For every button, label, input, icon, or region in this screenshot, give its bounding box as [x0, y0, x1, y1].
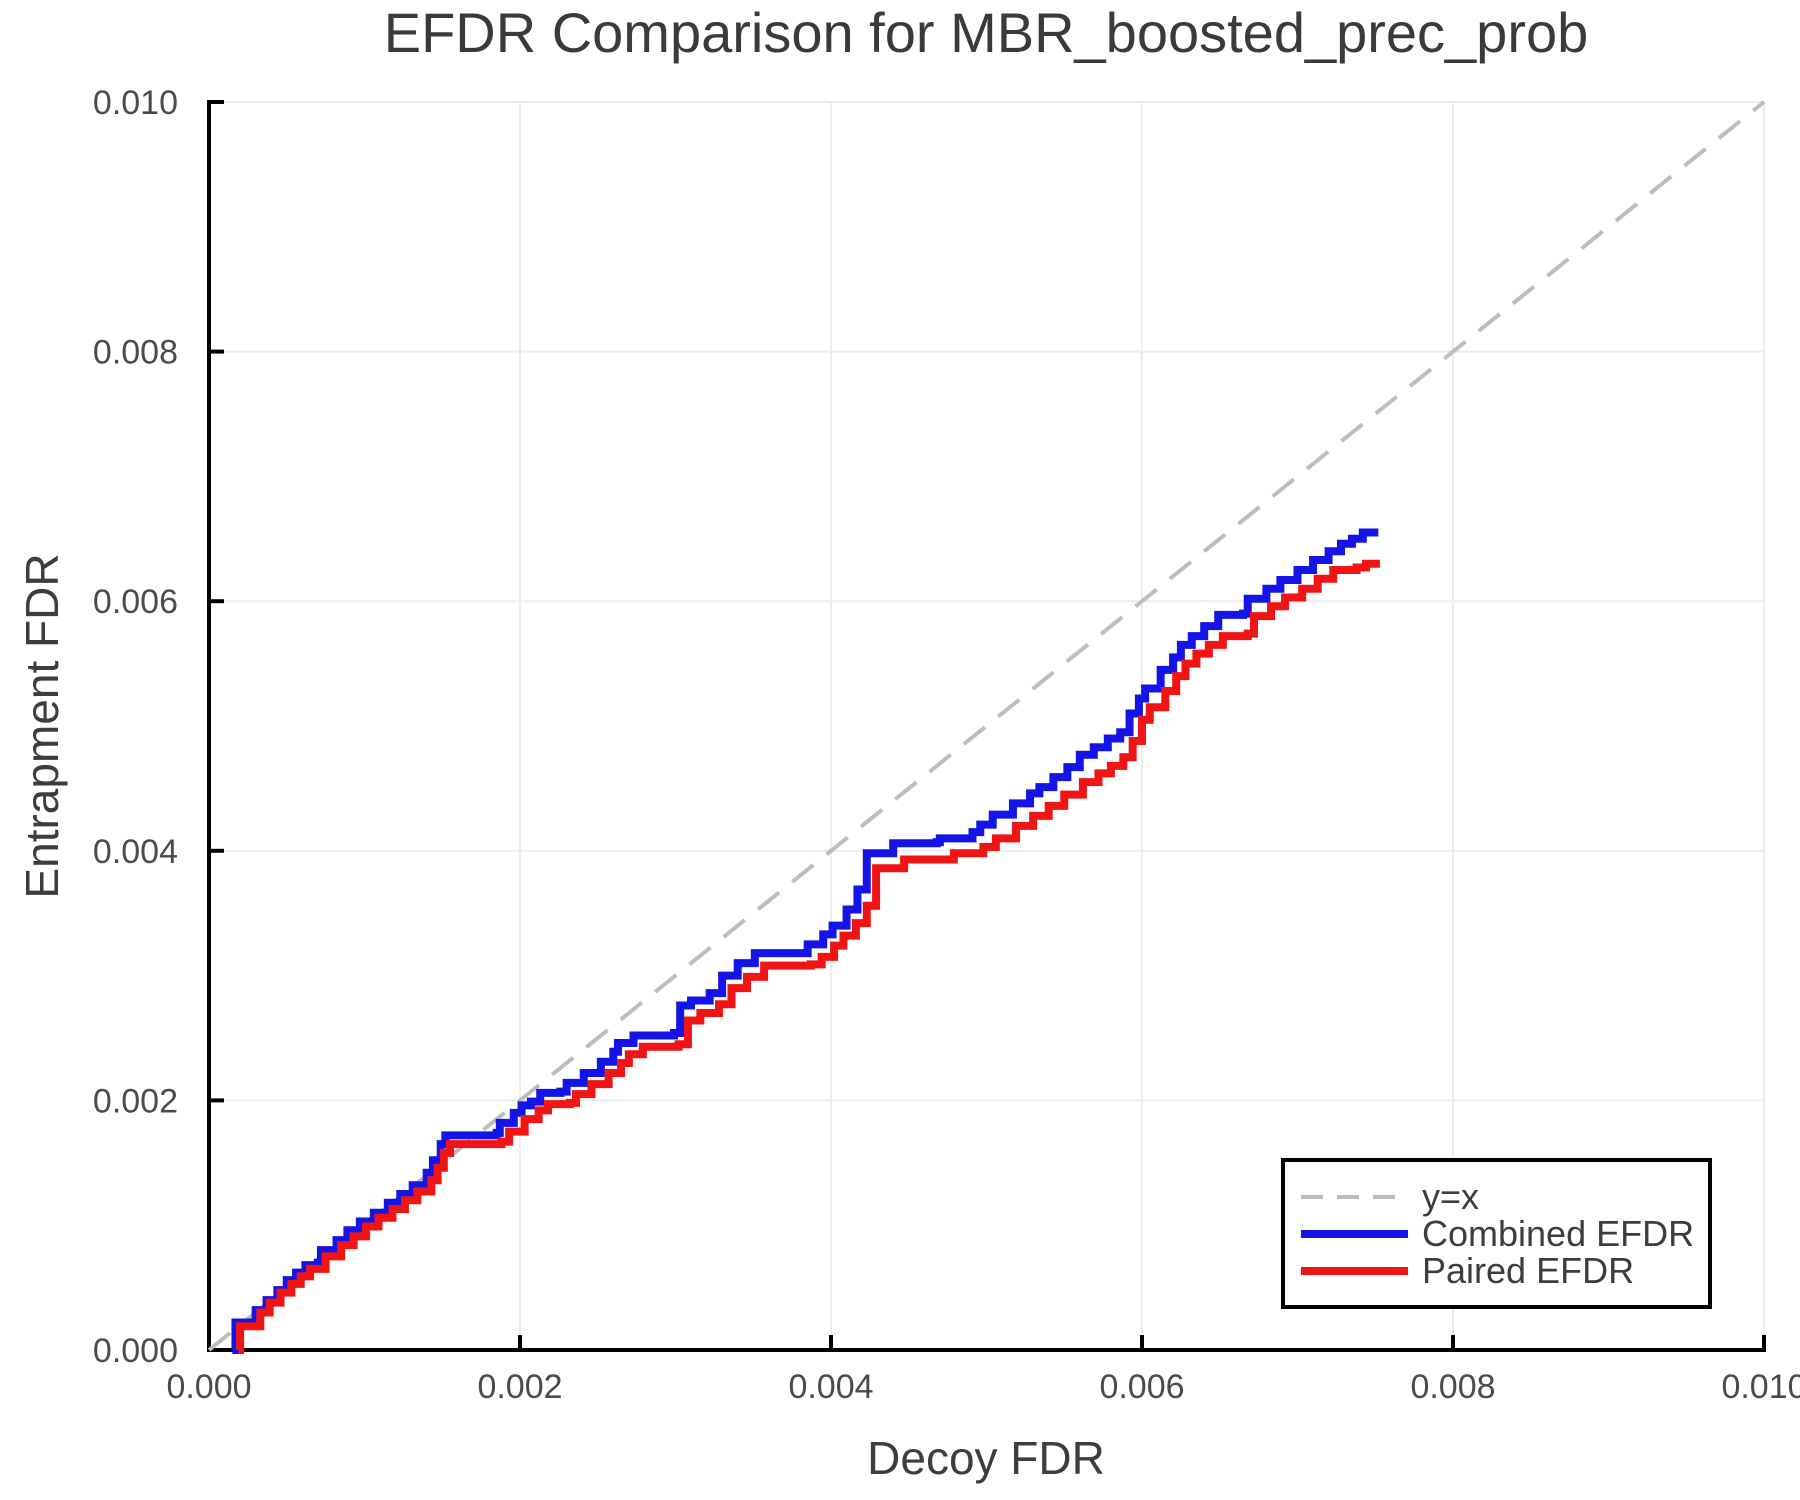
x-tick-label: 0.006: [1099, 1368, 1184, 1406]
paired-efdr-line: [236, 559, 1380, 1354]
y-tick-label: 0.008: [93, 334, 178, 372]
x-tick-labels: 0.000 0.002 0.004 0.006 0.008 0.010: [166, 1368, 1800, 1406]
x-tick-label: 0.000: [166, 1368, 251, 1406]
chart-title: EFDR Comparison for MBR_boosted_prec_pro…: [384, 1, 1589, 64]
legend-label-combined: Combined EFDR: [1422, 1213, 1694, 1254]
y-tick-label: 0.010: [93, 84, 178, 122]
y-tick-label: 0.006: [93, 583, 178, 621]
combined-efdr-line: [231, 528, 1379, 1354]
x-tick-label: 0.008: [1410, 1368, 1495, 1406]
x-tick-label: 0.004: [788, 1368, 873, 1406]
y-axis-title: Entrapment FDR: [16, 553, 68, 898]
series-lines: [207, 100, 1766, 1354]
y-tick-label: 0.000: [93, 1332, 178, 1370]
legend: y=x Combined EFDR Paired EFDR: [1281, 1158, 1712, 1309]
legend-label-identity: y=x: [1422, 1176, 1479, 1217]
y-tick-label: 0.004: [93, 833, 178, 871]
y-tick-labels: 0.000 0.002 0.004 0.006 0.008 0.010: [93, 84, 178, 1370]
x-axis-title: Decoy FDR: [867, 1432, 1105, 1484]
legend-label-paired: Paired EFDR: [1422, 1250, 1634, 1291]
x-tick-label: 0.010: [1721, 1368, 1800, 1406]
y-tick-label: 0.002: [93, 1082, 178, 1120]
x-tick-label: 0.002: [477, 1368, 562, 1406]
